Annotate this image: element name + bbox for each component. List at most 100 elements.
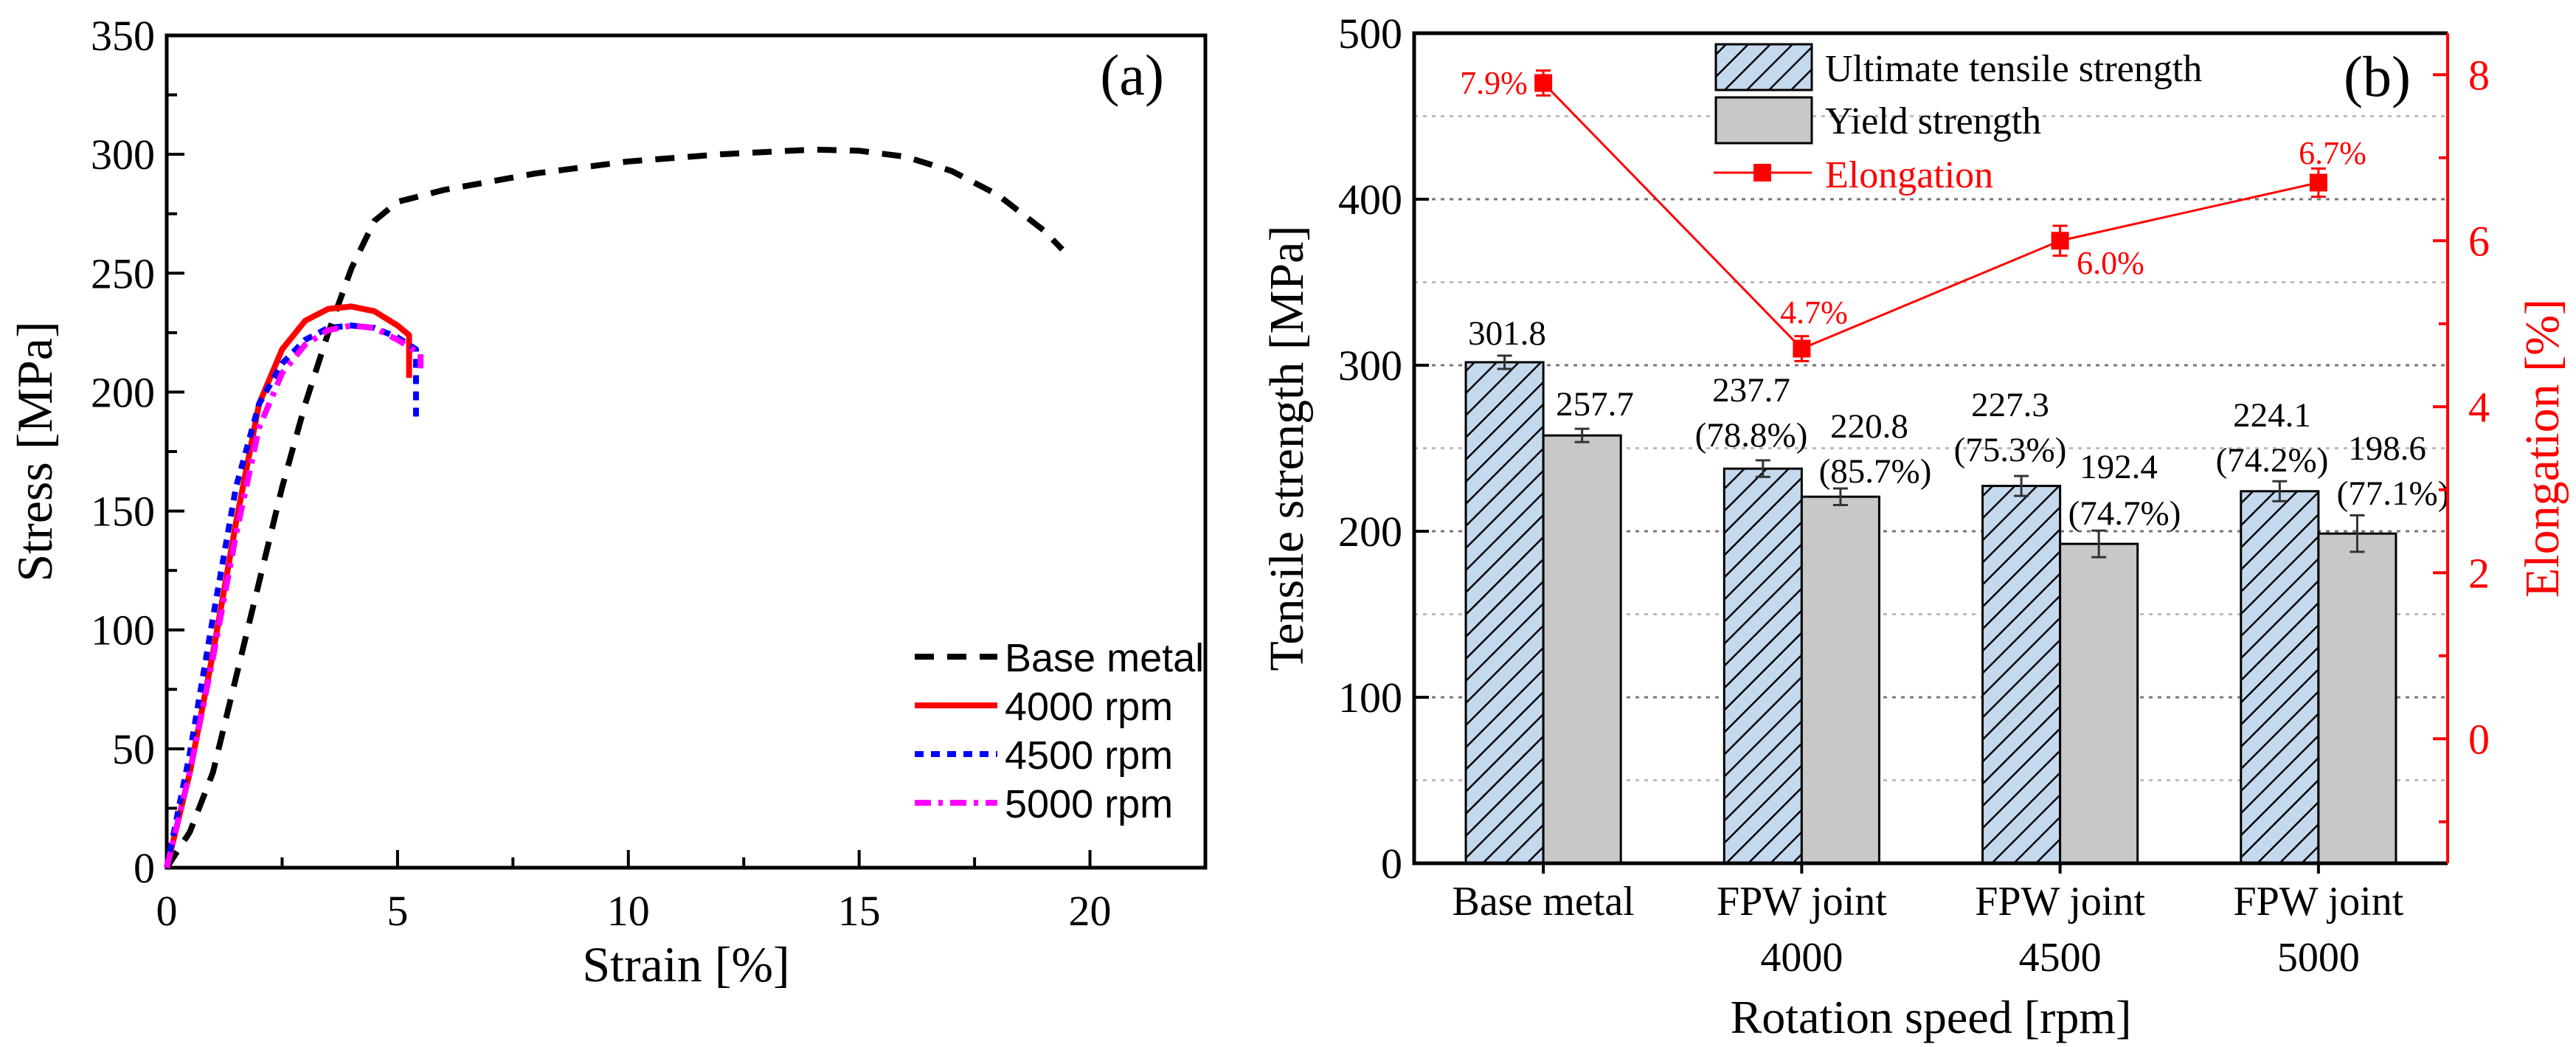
x-tick-label: 20 [1069,887,1112,935]
y-tick-label: 150 [91,488,155,536]
label-line: (78.8%) [1695,416,1808,455]
legend-label: Ultimate tensile strength [1825,48,2202,90]
y-tick-label: 50 [112,725,155,773]
error-bar [2091,529,2107,559]
x-category-label: 4000 [1760,935,1843,981]
plot-frame [1412,31,2448,865]
x-tick-label: 10 [607,887,650,935]
x-category-label: 5000 [2277,935,2360,981]
bar-value-label: 257.7 [1556,385,1634,424]
label-line: (85.7%) [1819,452,1932,491]
elongation-marker [1534,74,1553,92]
y-tick-label: 200 [91,368,155,416]
elongation-marker [1793,339,1811,358]
legend-label: Yield strength [1825,100,2041,142]
y-tick-label: 100 [1338,674,1402,722]
elongation-label: 6.0% [2077,245,2144,281]
y-tick-label: 300 [91,131,155,179]
label-line: 192.4 [2080,448,2158,486]
x-axis-label: Rotation speed [rpm] [1731,991,2132,1043]
x-category-label: FPW joint [2233,879,2403,925]
bar-value-label: 301.8 [1468,314,1546,353]
legend-label: 5000 rpm [1005,782,1173,826]
bar-ys-1 [1800,495,1880,865]
x-category-label: FPW joint [1717,879,1887,925]
error-bar [2014,474,2029,497]
bar-ys-2 [2059,542,2139,865]
legend-label: Elongation [1825,154,1993,196]
legend-label: 4500 rpm [1005,733,1173,778]
y-tick-label: 350 [91,12,155,60]
bar-value-label: 198.6 (77.1%) [2337,429,2450,513]
panel-label: (b) [2344,44,2411,108]
y-tick-label: 400 [1338,176,1402,224]
y2-tick-label: 8 [2468,51,2490,99]
error-bar [2350,514,2365,553]
bar-value-label: 224.1 (74.2%) [2216,396,2329,480]
error-bar [1832,487,1848,506]
y-tick-label: 500 [1338,10,1402,58]
elongation-label: 4.7% [1780,294,1848,331]
bar-value-label: 237.7 (78.8%) [1695,371,1808,455]
x-axis-label: Strain [%] [582,936,789,992]
y-tick-label: 0 [134,844,155,892]
y-tick-label: 100 [91,607,155,654]
y-tick-label: 200 [1338,508,1402,556]
x-tick-label: 0 [156,887,178,935]
error-bar [1755,459,1770,478]
error-bar [2272,480,2288,502]
legend-swatch-uts [1714,43,1813,91]
bar-value-label: 220.8 (85.7%) [1819,407,1932,491]
error-bar [1574,427,1590,443]
elongation-marker [2051,232,2069,250]
label-line: 227.3 [1971,386,2049,424]
series-line-base-metal [164,146,1064,870]
x-category-label: Base metal [1453,879,1635,925]
elongation-label: 6.7% [2299,135,2366,171]
legend-label: Base metal [1005,636,1204,680]
x-tick-label: 5 [387,887,408,935]
y-axis-label: Tensile strength [MPa] [1260,226,1314,671]
panel-b-tensile-strength-chart: 301.8 237.7 (78.8%) 227.3 (75.3%) 224.1 (74.2%… [1260,10,2569,1043]
label-line: (75.3%) [1954,431,2067,469]
bar-ys-3 [2317,532,2397,865]
error-bar [1497,354,1512,370]
elongation-label: 7.9% [1460,65,1528,101]
y2-tick-label: 2 [2468,549,2490,597]
series-line-5000-rpm [164,322,424,868]
x-category-label: FPW joint [1975,879,2145,925]
bar-uts-2 [1981,485,2062,865]
label-line: 220.8 [1830,407,1908,446]
y-tick-label: 250 [91,249,155,297]
bar-value-label: 192.4 (74.7%) [2068,448,2181,533]
x-category-label: 4500 [2019,935,2102,981]
series-line-4500-rpm [164,322,419,868]
bar-uts-1 [1722,467,1803,865]
label-line: (77.1%) [2337,474,2450,513]
label-line: (74.2%) [2216,441,2329,480]
bar-uts-0 [1464,361,1545,865]
legend-marker-elongation [1753,164,1771,182]
label-line: 237.7 [1712,371,1790,410]
y2-tick-label: 6 [2468,217,2490,265]
legend-swatch-ys [1714,96,1813,145]
label-line: 198.6 [2348,429,2426,468]
y2-axis-label: Elongation [%] [2516,299,2569,598]
bar-value-label: 227.3 (75.3%) [1954,386,2067,469]
x-tick-label: 15 [838,887,881,935]
legend: Ultimate tensile strength Yield strength E… [1714,43,2202,196]
bar-ys-0 [1542,434,1622,865]
y-tick-label: 0 [1381,840,1402,888]
elongation-marker [2309,173,2327,192]
panel-label: (a) [1100,43,1164,107]
y-axis-label: Stress [MPa] [7,321,63,581]
series-line-4000-rpm [164,303,412,868]
y2-tick-label: 0 [2468,715,2490,763]
label-line: 224.1 [2233,396,2311,435]
label-line: (74.7%) [2068,494,2181,533]
y-tick-label: 300 [1338,342,1402,390]
y2-tick-label: 4 [2468,383,2490,431]
